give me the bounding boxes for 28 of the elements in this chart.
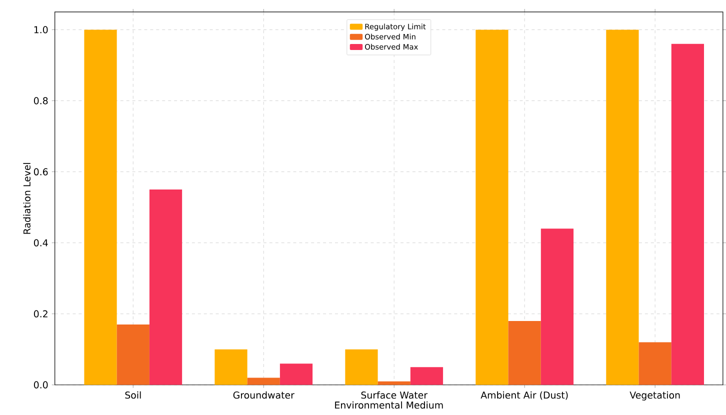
bar — [638, 342, 672, 385]
bar — [508, 321, 541, 385]
bar — [214, 349, 248, 385]
y-tick-label: 0.6 — [34, 168, 48, 176]
bar — [671, 44, 704, 385]
bar — [378, 381, 410, 385]
bar — [476, 30, 508, 385]
y-axis-title: Radiation Level — [23, 163, 31, 234]
y-tick-label: 0.0 — [34, 381, 48, 389]
bar — [84, 30, 117, 385]
x-tick-label: Groundwater — [233, 391, 294, 399]
y-tick-label: 0.4 — [34, 239, 48, 246]
x-tick-label: Vegetation — [630, 391, 680, 401]
bar — [280, 364, 313, 385]
x-tick-label: Soil — [125, 391, 141, 399]
bar — [606, 30, 639, 385]
bar — [540, 228, 574, 385]
x-tick-label: Ambient Air (Dust) — [480, 391, 568, 400]
y-tick-label: 1.0 — [34, 26, 48, 34]
bar — [345, 349, 378, 385]
bar — [116, 324, 150, 385]
bar — [247, 378, 280, 385]
bar — [410, 367, 444, 385]
x-axis-title: Environmental Medium — [335, 401, 443, 409]
y-tick-label: 0.2 — [34, 310, 48, 318]
y-tick-label: 0.8 — [34, 97, 48, 104]
x-tick-label: Surface Water — [361, 391, 428, 399]
bar — [149, 190, 182, 385]
